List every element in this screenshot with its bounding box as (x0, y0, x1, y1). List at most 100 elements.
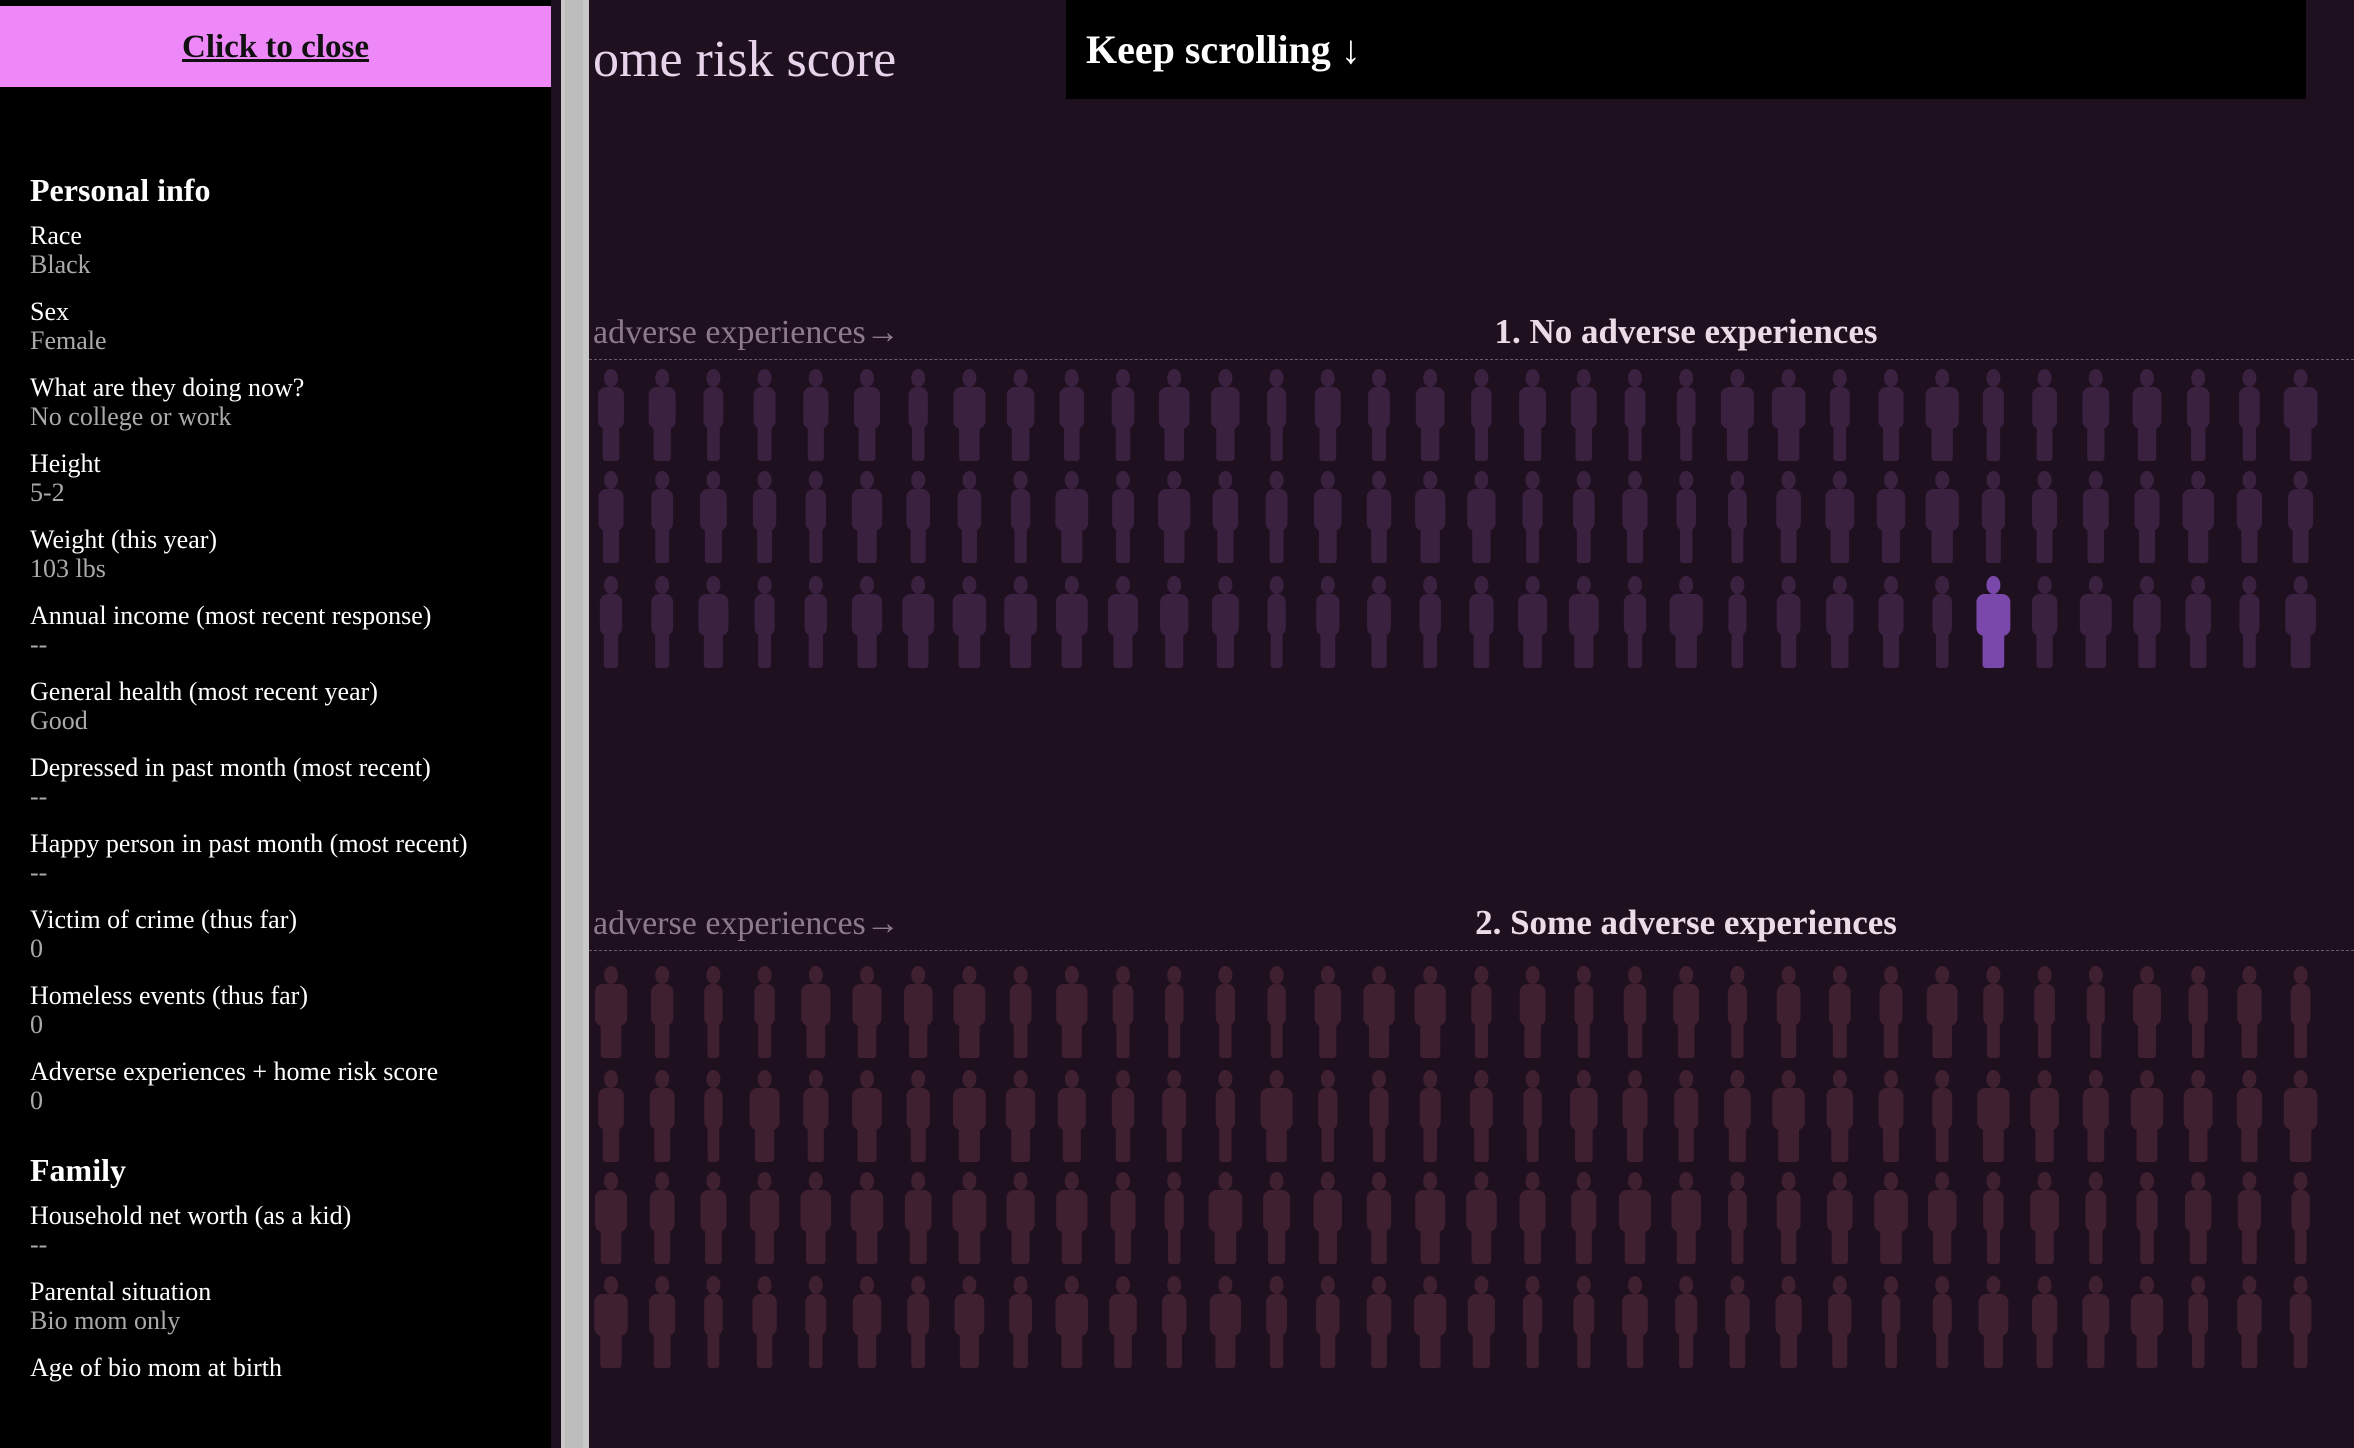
person-figure (707, 1124, 720, 1162)
person-figure (1977, 1088, 2010, 1130)
person-figure (2242, 630, 2256, 668)
person-figure (1061, 525, 1083, 563)
close-button[interactable]: Click to close (0, 6, 551, 87)
person-figure (1522, 1294, 1543, 1336)
person-figure (1833, 423, 1847, 461)
person-figure (1269, 966, 1284, 984)
person-figure (752, 1294, 777, 1336)
person-figure (1781, 1020, 1797, 1058)
person-figure (704, 1294, 723, 1336)
person-figure (860, 1070, 874, 1088)
person-figure (2191, 1070, 2206, 1088)
person-figure (1423, 471, 1438, 489)
person-figure (1167, 1276, 1182, 1294)
person-figure (1116, 525, 1130, 563)
person-figure (704, 1088, 723, 1130)
person-figure (806, 1020, 826, 1058)
person-figure (860, 471, 874, 489)
person-figure (2130, 1294, 2164, 1336)
person-figure (1116, 1172, 1130, 1190)
person-figure (1525, 369, 1540, 387)
person-figure (754, 1124, 775, 1162)
person-figure (1679, 1276, 1694, 1294)
person-figure (1827, 1190, 1853, 1232)
person-figure (1671, 1190, 1701, 1232)
person-figure (1009, 984, 1032, 1026)
person-figure (2031, 594, 2058, 636)
person-figure (757, 576, 772, 594)
person-figure (962, 369, 977, 387)
person-figure (1576, 1276, 1591, 1294)
person-figure (2037, 369, 2052, 387)
page-title: ome risk score (593, 31, 897, 88)
field-value: -- (30, 1230, 48, 1259)
person-figure (594, 984, 628, 1026)
person-figure (1265, 489, 1288, 531)
person-figure (1730, 1172, 1745, 1190)
person-figure (1267, 594, 1286, 636)
person-figure (1879, 984, 1903, 1026)
person-figure (1826, 594, 1854, 636)
person-figure (2035, 1124, 2054, 1162)
field: What are they doing now? No college or wo… (30, 374, 505, 432)
person-figure (1828, 1294, 1852, 1336)
person-figure (594, 1294, 628, 1336)
person-figure (1577, 1330, 1591, 1368)
person-figure (2191, 423, 2206, 461)
person-figure (959, 1020, 980, 1058)
person-figure (1320, 1330, 1336, 1368)
person-figure (912, 423, 925, 461)
person-figure (754, 594, 775, 636)
person-figure (1832, 1330, 1848, 1368)
person-figure (1832, 1070, 1847, 1088)
person-figure (604, 576, 618, 594)
person-figure (808, 576, 823, 594)
person-figure (1320, 966, 1335, 984)
person-figure (706, 1172, 721, 1190)
person-figure (1525, 471, 1540, 489)
person-figure (1474, 1124, 1489, 1162)
person-figure (2283, 387, 2318, 429)
person-figure (704, 984, 723, 1026)
person-figure (1116, 1276, 1130, 1294)
person-figure (1474, 966, 1489, 984)
person-figure (1781, 1172, 1796, 1190)
person-figure (1978, 1294, 2009, 1336)
person-figure (1780, 525, 1797, 563)
person-figure (1675, 1294, 1698, 1336)
person-figure (1116, 1020, 1130, 1058)
person-figure (1215, 1330, 1236, 1368)
person-figure (1728, 489, 1747, 531)
person-figure (2185, 594, 2211, 636)
person-figure (1575, 423, 1593, 461)
person-figure (1780, 630, 1797, 668)
person-figure (2088, 369, 2103, 387)
person-figure (706, 1276, 721, 1294)
person-figure (1679, 1070, 1694, 1088)
field-label: Victim of crime (thus far) (30, 905, 298, 934)
person-figure (1627, 630, 1643, 668)
person-figure (2191, 576, 2206, 594)
person-figure (1167, 966, 1182, 984)
person-figure (852, 1294, 882, 1336)
person-figure (1415, 387, 1445, 429)
person-figure (2037, 966, 2052, 984)
person-figure (1211, 594, 1239, 636)
person-figure (850, 1190, 884, 1232)
person-figure (1372, 369, 1386, 387)
person-figure (1576, 369, 1591, 387)
person-figure (2283, 1088, 2318, 1130)
person-figure (1115, 1124, 1131, 1162)
person-figure (1064, 576, 1079, 594)
person-figure (1982, 387, 2004, 429)
person-figure (1628, 423, 1642, 461)
field: Sex Female (30, 298, 505, 356)
person-figure (594, 1190, 628, 1232)
person-figure (1063, 423, 1080, 461)
person-figure (1314, 984, 1342, 1026)
person-figure (953, 387, 986, 429)
person-figure (1263, 1190, 1291, 1232)
person-figure (2183, 1088, 2213, 1130)
scrollbar[interactable] (561, 0, 589, 1448)
person-figure (1576, 525, 1591, 563)
